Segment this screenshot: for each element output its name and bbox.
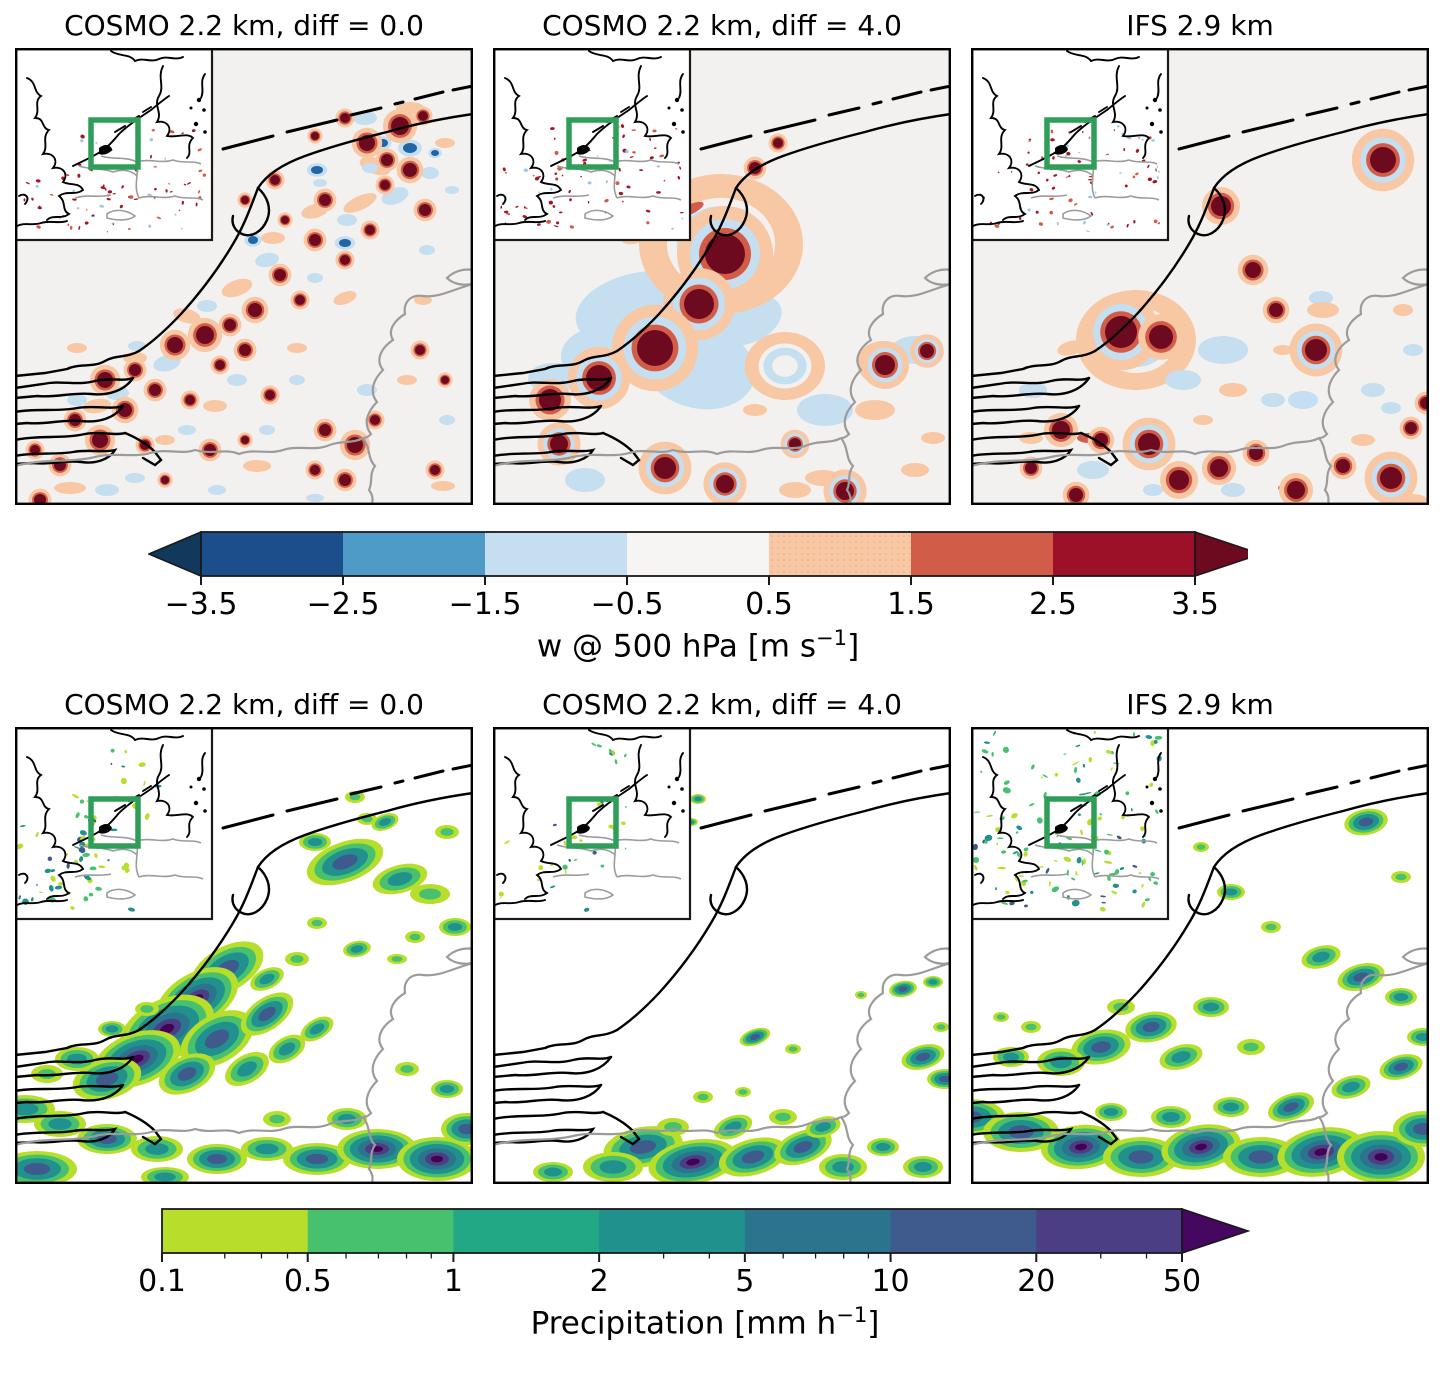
colorbar-precip-ticks: 0.1 0.5 1 2 5 10 20 50	[138, 1264, 1252, 1300]
panel-title: COSMO 2.2 km, diff = 0.0	[64, 9, 424, 42]
colorbar-tick: 5	[735, 1264, 755, 1299]
colorbar-tick: 0.5	[745, 587, 793, 622]
colorbar-w500: −3.5 −2.5 −1.5 −0.5 0.5 1.5 2.5 3.5 w @ …	[148, 531, 1248, 671]
inset-zoom-box	[1044, 796, 1097, 849]
colorbar-tick: 3.5	[1171, 587, 1219, 622]
map-canvas-precip-ifs	[971, 727, 1429, 1184]
colorbar-tick: 0.5	[283, 1264, 332, 1299]
colorbar-tick: 2.5	[1029, 587, 1077, 622]
colorbar-tick: 1	[443, 1264, 463, 1299]
panel-precip-ifs: IFS 2.9 km	[971, 685, 1429, 1184]
inset-zoom-box	[88, 117, 141, 170]
inset-map	[971, 48, 1170, 242]
panel-title: COSMO 2.2 km, diff = 4.0	[542, 9, 902, 42]
map-canvas-w500-ifs	[971, 48, 1429, 505]
colorbar-precip: 0.1 0.5 1 2 5 10 20 50 Precipitation [mm…	[138, 1208, 1252, 1348]
colorbar-w500-ticks: −3.5 −2.5 −1.5 −0.5 0.5 1.5 2.5 3.5	[148, 587, 1248, 623]
contour-field	[15, 791, 473, 1184]
colorbar-w500-label: w @ 500 hPa [m s−1]	[536, 625, 860, 665]
inset-map	[15, 727, 214, 921]
colorbar-tick: 1.5	[887, 587, 935, 622]
panel-title: IFS 2.9 km	[1126, 9, 1274, 42]
colorbar-precip-label: Precipitation [mm h−1]	[530, 1302, 880, 1342]
colorbar-tick: −3.5	[164, 587, 238, 622]
panel-precip-cosmo-diff4: COSMO 2.2 km, diff = 4.0	[493, 685, 951, 1184]
contour-field	[1019, 128, 1429, 505]
colorbar-tick: 20	[1017, 1264, 1056, 1299]
panel-w500-cosmo-diff0: COSMO 2.2 km, diff = 0.0	[15, 6, 473, 505]
panel-w500-cosmo-diff4: COSMO 2.2 km, diff = 4.0	[493, 6, 951, 505]
colorbar-tick: −1.5	[448, 587, 522, 622]
panel-precip-cosmo-diff0: COSMO 2.2 km, diff = 0.0	[15, 685, 473, 1184]
map-canvas-precip-cosmo-diff0	[15, 727, 473, 1184]
colorbar-w500-bar	[148, 531, 1248, 585]
colorbar-precip-bar	[161, 1208, 1251, 1262]
inset-map	[971, 727, 1170, 921]
colorbar-tick: −0.5	[590, 587, 664, 622]
colorbar-tick: 50	[1162, 1264, 1202, 1299]
map-canvas-w500-cosmo-diff4	[493, 48, 951, 505]
map-canvas-w500-cosmo-diff0	[15, 48, 473, 505]
panel-title: COSMO 2.2 km, diff = 0.0	[64, 688, 424, 721]
contour-field	[528, 133, 945, 505]
inset-map	[15, 48, 214, 242]
inset-zoom-box	[566, 117, 619, 170]
map-canvas-precip-cosmo-diff4	[493, 727, 951, 1184]
panel-w500-ifs: IFS 2.9 km	[971, 6, 1429, 505]
panel-title: IFS 2.9 km	[1126, 688, 1274, 721]
inset-zoom-box	[88, 796, 141, 849]
row-precip: COSMO 2.2 km, diff = 0.0 COSMO 2.2 km, d…	[0, 685, 1448, 1184]
panel-title: COSMO 2.2 km, diff = 4.0	[542, 688, 902, 721]
colorbar-tick: 2	[589, 1264, 609, 1299]
colorbar-tick: 0.1	[138, 1264, 186, 1299]
inset-zoom-box	[566, 796, 619, 849]
figure-root: COSMO 2.2 km, diff = 0.0 COSMO 2.2 km, d…	[0, 6, 1448, 1348]
inset-map	[493, 48, 692, 242]
colorbar-tick: −2.5	[306, 587, 380, 622]
row-w500: COSMO 2.2 km, diff = 0.0 COSMO 2.2 km, d…	[0, 6, 1448, 505]
inset-zoom-box	[1044, 117, 1097, 170]
inset-map	[493, 727, 692, 921]
colorbar-tick: 10	[871, 1264, 910, 1299]
